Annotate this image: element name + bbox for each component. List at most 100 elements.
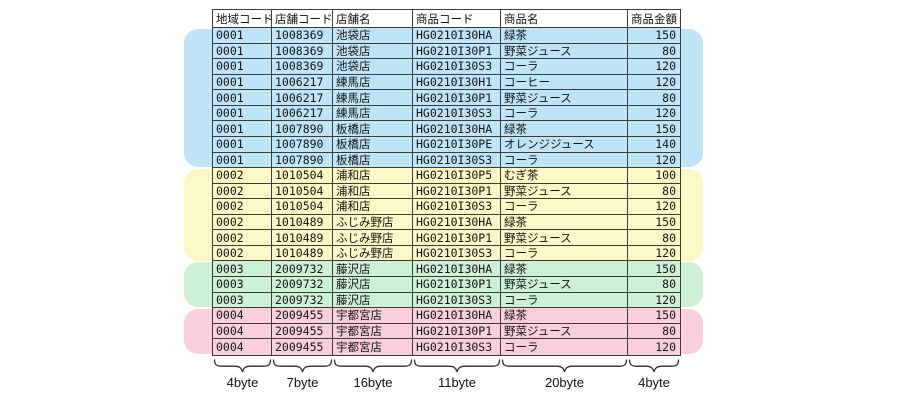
cell-store_code: 1008369 [272,59,333,75]
cell-product_amount: 80 [628,230,680,246]
cell-product_amount: 80 [628,43,680,60]
cell-product_name: 野菜ジュース [501,230,628,246]
cell-product_code: HG0210I30PE [413,136,501,153]
cell-product_name: オレンジジュース [501,136,628,153]
cell-product_amount: 80 [628,183,680,200]
cell-product_code: HG0210I30S3 [413,339,501,355]
column-header-product_amount: 商品金額 [628,10,680,28]
cell-store_code: 1010504 [272,183,333,200]
cell-product_name: コーラ [501,199,628,215]
cell-product_code: HG0210I30S3 [413,105,501,122]
cell-product_code: HG0210I30HA [413,261,501,277]
cell-product_amount: 120 [628,339,680,355]
cell-product_code: HG0210I30HA [413,308,501,324]
cell-store_name: 練馬店 [333,74,413,91]
cell-product_code: HG0210I30H1 [413,74,501,91]
cell-region_code: 0001 [213,43,272,60]
cell-product_amount: 80 [628,323,680,340]
cell-region_code: 0004 [213,339,272,355]
cell-product_amount: 150 [628,308,680,324]
cell-store_code: 1008369 [272,43,333,60]
cell-store_name: 藤沢店 [333,277,413,293]
cell-store_code: 2009455 [272,323,333,340]
cell-product_name: 野菜ジュース [501,323,628,340]
cell-region_code: 0001 [213,59,272,75]
byte-width-brace [628,359,680,373]
cell-region_code: 0001 [213,152,272,169]
cell-region_code: 0002 [213,214,272,231]
cell-product_name: 野菜ジュース [501,183,628,200]
cell-store_name: 練馬店 [333,105,413,122]
byte-width-brace [272,359,333,373]
cell-store_name: 浦和店 [333,168,413,184]
cell-store_name: 池袋店 [333,28,413,44]
cell-product_code: HG0210I30S3 [413,152,501,169]
cell-region_code: 0001 [213,121,272,137]
cell-product_name: コーヒー [501,74,628,91]
cell-product_code: HG0210I30P5 [413,168,501,184]
cell-store_name: 浦和店 [333,183,413,200]
cell-store_name: 宇都宮店 [333,339,413,355]
cell-product_code: HG0210I30HA [413,28,501,44]
cell-product_amount: 150 [628,121,680,137]
cell-product_code: HG0210I30HA [413,121,501,137]
cell-store_code: 1008369 [272,28,333,44]
cell-store_code: 2009455 [272,308,333,324]
cell-region_code: 0002 [213,245,272,262]
cell-product_amount: 150 [628,214,680,231]
cell-store_name: ふじみ野店 [333,230,413,246]
cell-region_code: 0001 [213,136,272,153]
cell-product_name: コーラ [501,339,628,355]
cell-product_amount: 120 [628,292,680,309]
cell-store_code: 1010504 [272,199,333,215]
column-header-product_name: 商品名 [501,10,628,28]
cell-region_code: 0004 [213,308,272,324]
byte-size-label-region_code: 4byte [226,375,259,390]
byte-width-brace [501,359,628,373]
cell-product_amount: 120 [628,74,680,91]
cell-product_name: 野菜ジュース [501,90,628,106]
cell-store_name: 板橋店 [333,152,413,169]
cell-store_code: 2009732 [272,261,333,277]
cell-region_code: 0002 [213,230,272,246]
cell-store_name: 藤沢店 [333,292,413,309]
cell-product_code: HG0210I30P1 [413,90,501,106]
cell-region_code: 0003 [213,261,272,277]
cell-product_code: HG0210I30P1 [413,230,501,246]
byte-size-label-store_code: 7byte [286,375,319,390]
cell-region_code: 0004 [213,323,272,340]
cell-product_amount: 150 [628,28,680,44]
column-header-region_code: 地域コード [213,10,272,28]
cell-product_code: HG0210I30S3 [413,245,501,262]
cell-store_code: 1010489 [272,214,333,231]
cell-product_code: HG0210I30P1 [413,277,501,293]
cell-region_code: 0002 [213,168,272,184]
cell-product_name: コーラ [501,245,628,262]
cell-product_code: HG0210I30S3 [413,199,501,215]
cell-product_amount: 100 [628,168,680,184]
cell-store_name: 池袋店 [333,59,413,75]
cell-product_code: HG0210I30S3 [413,59,501,75]
cell-store_code: 1007890 [272,136,333,153]
cell-product_name: コーラ [501,152,628,169]
cell-product_amount: 120 [628,199,680,215]
cell-product_name: 緑茶 [501,261,628,277]
byte-width-brace [213,359,272,373]
cell-store_code: 1010504 [272,168,333,184]
cell-store_name: 板橋店 [333,121,413,137]
cell-store_name: 板橋店 [333,136,413,153]
cell-region_code: 0001 [213,74,272,91]
cell-product_amount: 150 [628,261,680,277]
cell-region_code: 0002 [213,183,272,200]
cell-region_code: 0002 [213,199,272,215]
cell-product_name: 野菜ジュース [501,277,628,293]
cell-store_code: 1007890 [272,121,333,137]
cell-store_code: 1006217 [272,90,333,106]
cell-store_name: ふじみ野店 [333,214,413,231]
cell-product_name: コーラ [501,292,628,309]
cell-region_code: 0003 [213,292,272,309]
column-header-product_code: 商品コード [413,10,501,28]
cell-product_name: 野菜ジュース [501,43,628,60]
cell-product_amount: 120 [628,152,680,169]
